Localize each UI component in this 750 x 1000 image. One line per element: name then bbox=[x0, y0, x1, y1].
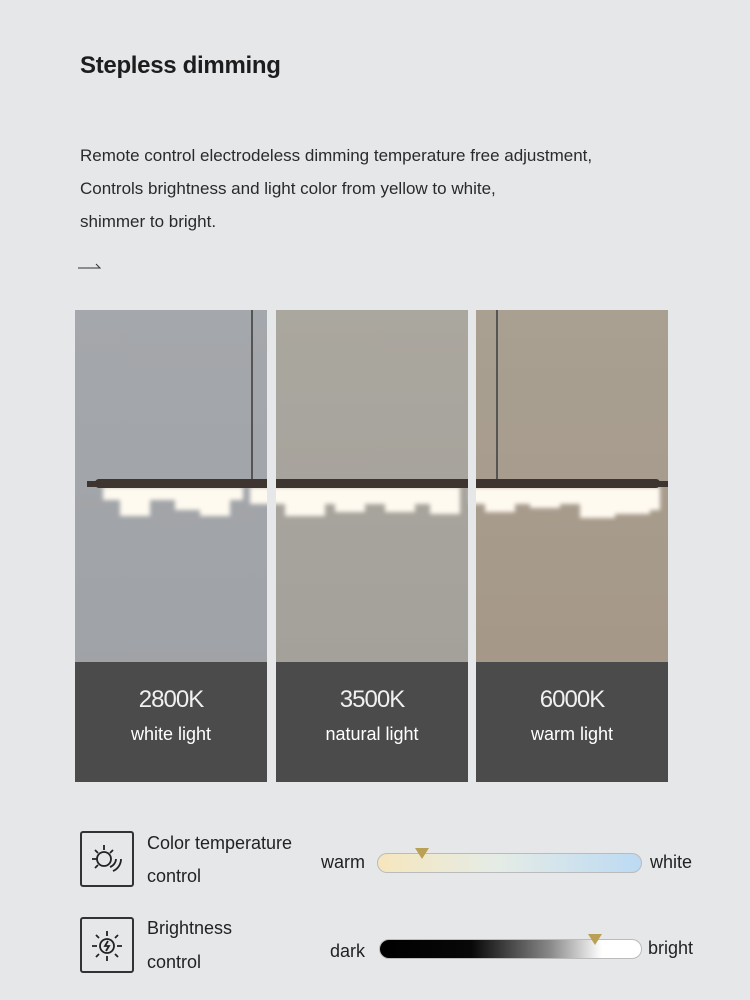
kelvin-label: 2800K bbox=[138, 686, 204, 713]
light-block bbox=[635, 487, 660, 510]
description-line: Remote control electrodeless dimming tem… bbox=[80, 146, 593, 165]
light-name: warm light bbox=[530, 724, 614, 744]
light-block bbox=[200, 487, 230, 516]
brightness-label: Brightness bbox=[147, 918, 233, 938]
bright-label: bright bbox=[648, 938, 694, 958]
light-block bbox=[385, 487, 415, 512]
brightness-marker[interactable] bbox=[587, 934, 602, 945]
light-block bbox=[580, 487, 615, 518]
light-block bbox=[285, 487, 325, 516]
pendant-lamp-image bbox=[87, 479, 668, 518]
white-label: white bbox=[650, 852, 693, 872]
color-temperature-icon-box bbox=[80, 831, 134, 887]
sun-waves-icon bbox=[92, 845, 122, 872]
warm-label: warm bbox=[321, 852, 365, 872]
light-name: white light bbox=[130, 724, 212, 744]
color-temp-label: Color temperature bbox=[147, 833, 293, 853]
page-title: Stepless dimming bbox=[80, 52, 281, 79]
color-temp-label: control bbox=[147, 866, 202, 886]
brightness-icon-box bbox=[80, 917, 134, 973]
light-block bbox=[430, 487, 460, 514]
kelvin-label: 6000K bbox=[539, 686, 605, 713]
description-line: Controls brightness and light color from… bbox=[80, 179, 496, 198]
color-temperature-marker[interactable] bbox=[415, 848, 430, 859]
brightness-slider[interactable] bbox=[379, 939, 642, 959]
light-block bbox=[485, 487, 515, 512]
brightness-label: control bbox=[147, 952, 202, 972]
light-name: natural light bbox=[325, 724, 419, 744]
sun-bolt-icon bbox=[92, 931, 122, 961]
panel-6000k: 6000K warm light bbox=[476, 310, 668, 782]
dark-label: dark bbox=[330, 941, 366, 961]
panel-2800k: 2800K white light bbox=[75, 310, 267, 782]
light-block bbox=[120, 487, 150, 516]
color-temperature-slider[interactable] bbox=[377, 853, 642, 873]
kelvin-label: 3500K bbox=[339, 686, 405, 713]
description-line: shimmer to bright. bbox=[80, 212, 217, 231]
arrow-icon bbox=[78, 263, 102, 269]
light-block bbox=[530, 487, 560, 508]
light-block bbox=[335, 487, 365, 512]
panel-3500k: 3500K natural light bbox=[276, 310, 468, 782]
